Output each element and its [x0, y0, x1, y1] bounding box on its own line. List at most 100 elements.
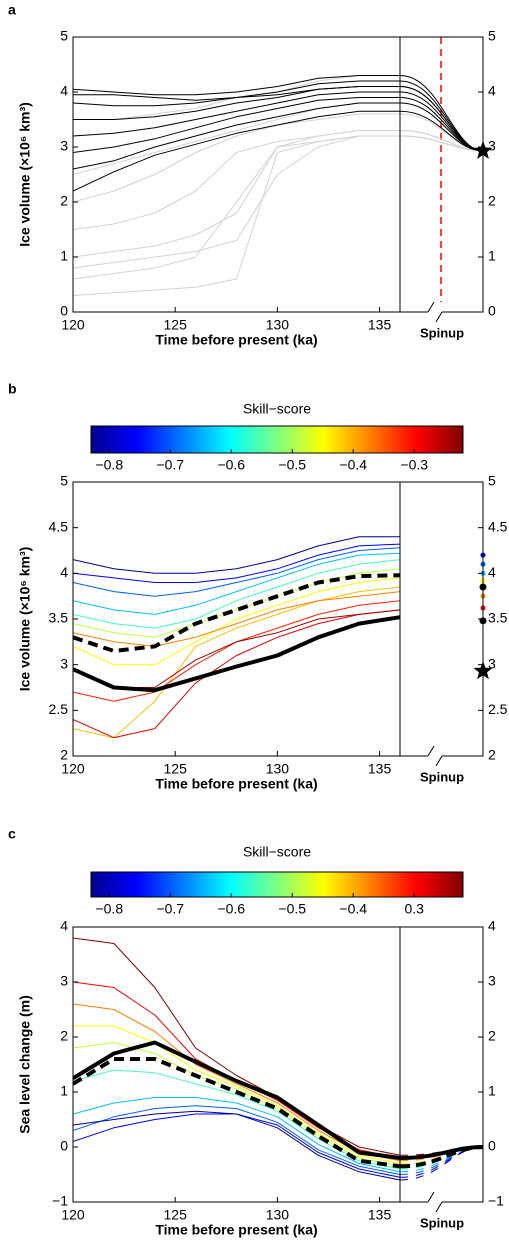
y-tick-label: 2: [60, 1028, 68, 1044]
colorbar-tick-label: −0.8: [95, 457, 123, 473]
colorbar-tick-label: −0.4: [339, 457, 367, 473]
y-tick-label: 2: [60, 747, 68, 763]
y-tick-label: 2.5: [49, 701, 69, 717]
y2-tick-label: 2.5: [488, 701, 508, 717]
colorbar-label: Skill−score: [243, 401, 311, 417]
plot-lines: [73, 75, 483, 296]
series-line: [73, 135, 400, 296]
plot-frame: [72, 926, 484, 1203]
x-tick-label: 135: [368, 761, 392, 777]
x-tick-label: 120: [61, 1207, 85, 1223]
axis-break-mask: [428, 1192, 442, 1212]
y2-tick-label: 0: [488, 303, 496, 319]
plot-frame: [72, 481, 484, 757]
colorbar-tick-label: −0.3: [400, 457, 428, 473]
colorbar: [90, 871, 464, 898]
y2-tick-label: 2: [488, 193, 496, 209]
spinup-label: Spinup: [420, 325, 464, 340]
series-line: [73, 1042, 401, 1167]
spinup-line: [399, 110, 483, 152]
colorbar-tick-label: −0.5: [278, 457, 306, 473]
y2-tick-label: 4: [488, 83, 496, 99]
series-line: [73, 1110, 401, 1181]
y2-tick-label: 3: [488, 655, 496, 671]
series-line: [73, 102, 400, 170]
y2-tick-label: 2: [488, 1028, 496, 1044]
colorbar-tick-label: −0.6: [217, 901, 245, 917]
y2-tick-label: 1: [488, 1083, 496, 1099]
y-axis-label: Ice volume (×10⁶ km³): [17, 547, 33, 692]
series-line: [73, 1025, 401, 1164]
series-line: [73, 113, 400, 203]
y-axis-label: Ice volume (×10⁶ km³): [17, 102, 33, 247]
x-tick-label: 130: [266, 317, 290, 333]
series-line: [73, 543, 401, 583]
series-line: [73, 97, 400, 153]
y-tick-label: 5: [60, 473, 68, 489]
colorbar-tick-label: −0.5: [278, 901, 306, 917]
y-tick-label: −1: [52, 1193, 68, 1209]
y-tick-label: 5: [60, 28, 68, 44]
y2-tick-label: 5: [488, 473, 496, 489]
panel-label: b: [8, 381, 17, 397]
series-line: [73, 135, 400, 269]
x-axis-label: Time before present (ka): [155, 332, 317, 348]
y2-tick-label: 0: [488, 1138, 496, 1154]
series-line: [73, 937, 401, 1156]
y2-tick-label: −1: [488, 1193, 504, 1209]
y-tick-label: 4: [60, 83, 68, 99]
colorbar-tick-label: −0.4: [339, 901, 367, 917]
series-line: [73, 586, 401, 739]
series-line: [73, 536, 400, 574]
colorbar-tick-label: 0.3: [404, 901, 424, 917]
y-tick-label: 1: [60, 1083, 68, 1099]
series-line: [73, 80, 400, 107]
y2-tick-label: 4: [488, 564, 496, 580]
x-tick-label: 125: [164, 1207, 188, 1223]
series-line: [73, 86, 400, 101]
y-tick-label: 3.5: [49, 610, 69, 626]
y2-tick-label: 3: [488, 973, 496, 989]
series-line: [73, 102, 400, 175]
y-tick-label: 4.5: [49, 518, 69, 534]
spinup-line: [399, 1145, 483, 1160]
series-line: [73, 75, 400, 96]
series-line: [73, 591, 401, 647]
plot-lines: [73, 937, 483, 1181]
y-tick-label: 0: [60, 303, 68, 319]
series-line: [73, 573, 401, 653]
series-line: [73, 577, 401, 666]
x-tick-label: 135: [368, 317, 392, 333]
y2-tick-label: 2: [488, 747, 496, 763]
series-line: [73, 86, 400, 120]
series-line: [73, 1105, 401, 1175]
y2-tick-label: 1: [488, 248, 496, 264]
colorbar-tick-label: −0.6: [217, 457, 245, 473]
series-line: [73, 1040, 401, 1160]
y-tick-label: 3: [60, 655, 68, 671]
x-tick-label: 120: [61, 317, 85, 333]
series-line: [73, 1057, 401, 1169]
panel-label: c: [8, 826, 16, 842]
y-tick-label: 2: [60, 193, 68, 209]
axis-break: [427, 1191, 443, 1213]
y2-tick-label: 3: [488, 138, 496, 154]
y-tick-label: 0: [60, 1138, 68, 1154]
plot-frame: [72, 36, 484, 313]
series-line: [73, 135, 400, 258]
colorbar-tick-label: −0.8: [95, 901, 123, 917]
series-line: [73, 130, 400, 280]
x-tick-label: 125: [164, 761, 188, 777]
panel-label: a: [8, 2, 16, 18]
series-line: [73, 609, 401, 739]
colorbar-label: Skill−score: [243, 844, 311, 860]
x-tick-label: 120: [61, 761, 85, 777]
series-line: [73, 547, 401, 597]
y2-tick-label: 4: [488, 918, 496, 934]
series-line: [73, 559, 401, 629]
spinup-line: [399, 1146, 483, 1175]
y2-tick-label: 3.5: [488, 610, 508, 626]
series-line: [73, 91, 400, 137]
